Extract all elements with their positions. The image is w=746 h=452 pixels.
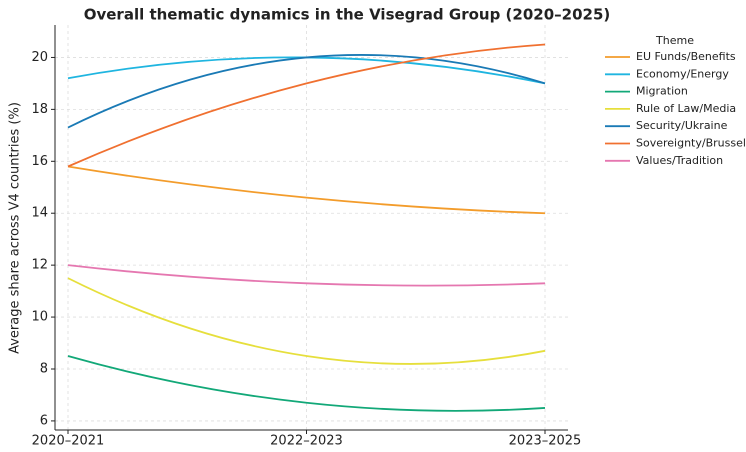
legend-label: Values/Tradition xyxy=(636,154,723,167)
y-tick-label: 16 xyxy=(31,154,48,169)
chart-title: Overall thematic dynamics in the Visegra… xyxy=(84,6,611,24)
y-tick-label: 12 xyxy=(31,258,48,273)
y-tick-label: 8 xyxy=(40,361,48,376)
y-tick-label: 10 xyxy=(31,310,48,325)
series-line xyxy=(67,54,546,129)
legend-label: Economy/Energy xyxy=(636,67,729,80)
y-tick-label: 20 xyxy=(31,50,48,65)
legend-title: Theme xyxy=(655,34,694,47)
x-tick-label: 2023–2025 xyxy=(509,434,582,449)
series-line xyxy=(67,43,546,168)
series-line xyxy=(67,264,546,287)
legend-label: Security/Ukraine xyxy=(636,119,728,132)
y-axis-label: Average share across V4 countries (%) xyxy=(8,102,23,354)
y-tick-label: 18 xyxy=(31,102,48,117)
x-tick-label: 2022–2023 xyxy=(270,434,343,449)
y-tick-label: 14 xyxy=(31,206,48,221)
y-tick-label: 6 xyxy=(40,413,48,428)
series-line xyxy=(67,355,546,412)
legend-label: EU Funds/Benefits xyxy=(636,50,736,63)
legend-label: Rule of Law/Media xyxy=(636,102,736,115)
series-line xyxy=(67,277,546,365)
series-line xyxy=(67,165,546,215)
legend-label: Migration xyxy=(636,85,688,98)
legend-label: Sovereignty/Brussels xyxy=(636,137,746,150)
x-tick-label: 2020–2021 xyxy=(32,434,105,449)
